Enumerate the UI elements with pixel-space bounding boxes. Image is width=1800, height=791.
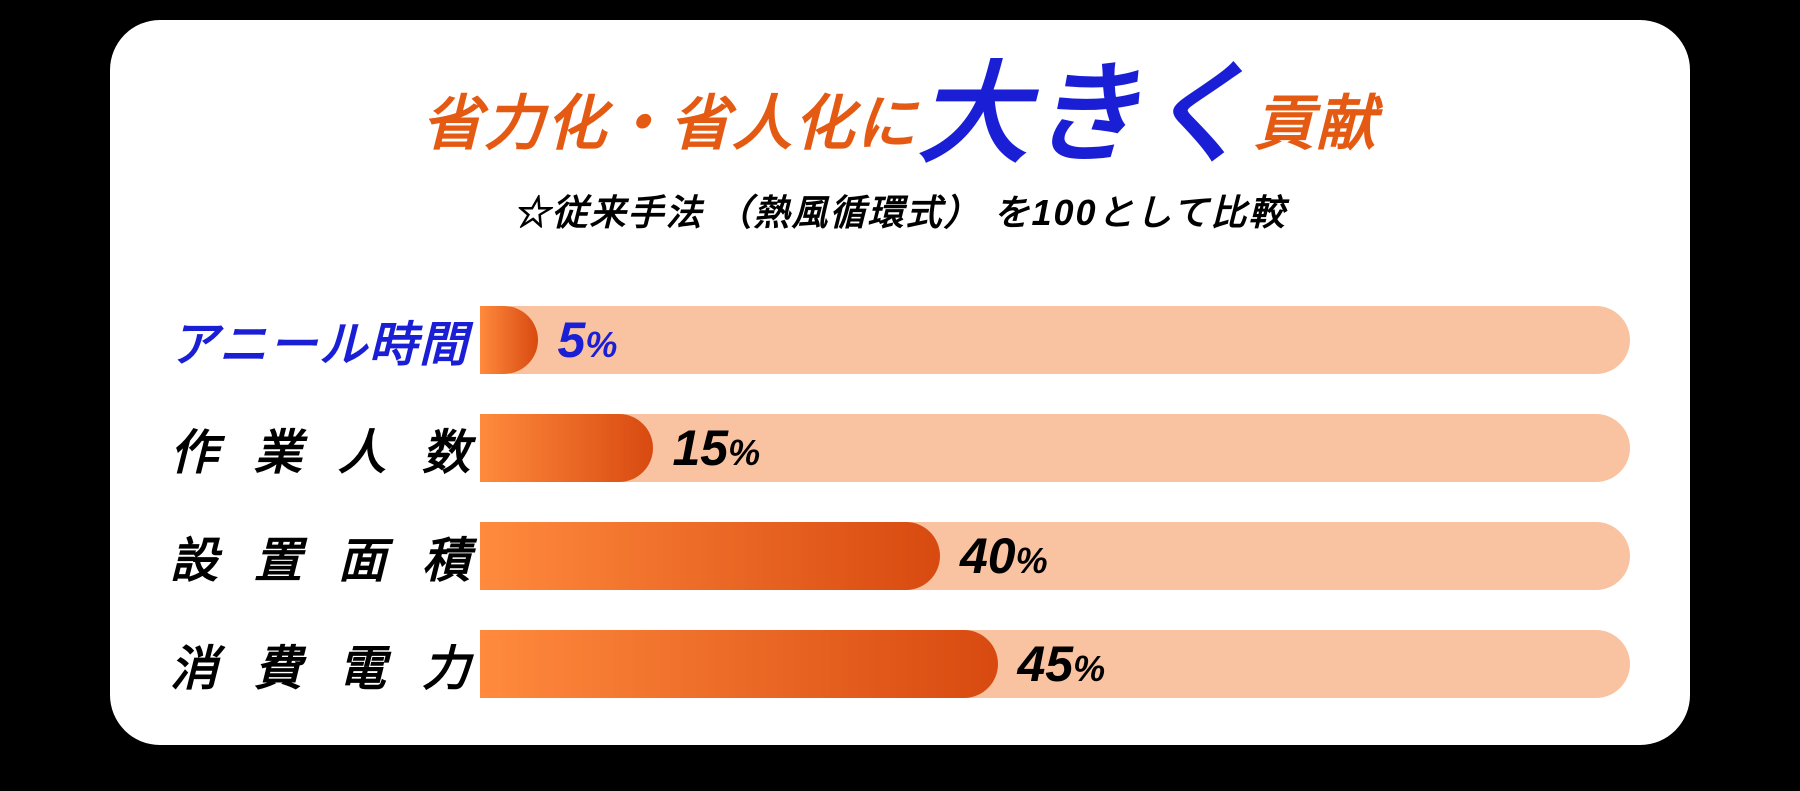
chart-row: 作業人数 15% (170, 414, 1630, 482)
subheadline: ☆従来手法 （熱風循環式） を100として比較 (170, 184, 1630, 236)
headline: 省力化・省人化に大きく貢献 (170, 60, 1630, 170)
row-label: 作業人数 (170, 413, 480, 483)
bar-fill (480, 414, 653, 482)
bar-fill (480, 630, 998, 698)
bar-value: 40% (960, 527, 1048, 585)
bar-track: 5% (480, 306, 1630, 374)
headline-seg2: 大きく (918, 53, 1254, 176)
row-label: 消費電力 (170, 629, 480, 699)
bar-background (480, 414, 1630, 482)
bar-chart: アニール時間 5% 作業人数 15% 設置面積 40% 消費電力 45% (170, 306, 1630, 698)
bar-background (480, 306, 1630, 374)
bar-value: 5% (558, 311, 618, 369)
bar-track: 45% (480, 630, 1630, 698)
row-label: アニール時間 (170, 305, 480, 375)
headline-seg1: 省力化・省人化に (422, 90, 918, 157)
bar-fill (480, 522, 940, 590)
bar-track: 15% (480, 414, 1630, 482)
bar-value: 15% (673, 419, 761, 477)
info-card: 省力化・省人化に大きく貢献 ☆従来手法 （熱風循環式） を100として比較 アニ… (110, 20, 1690, 745)
bar-value: 45% (1018, 635, 1106, 693)
chart-row: 消費電力 45% (170, 630, 1630, 698)
headline-seg3: 貢献 (1254, 90, 1378, 157)
chart-row: 設置面積 40% (170, 522, 1630, 590)
row-label: 設置面積 (170, 521, 480, 591)
bar-track: 40% (480, 522, 1630, 590)
chart-row: アニール時間 5% (170, 306, 1630, 374)
